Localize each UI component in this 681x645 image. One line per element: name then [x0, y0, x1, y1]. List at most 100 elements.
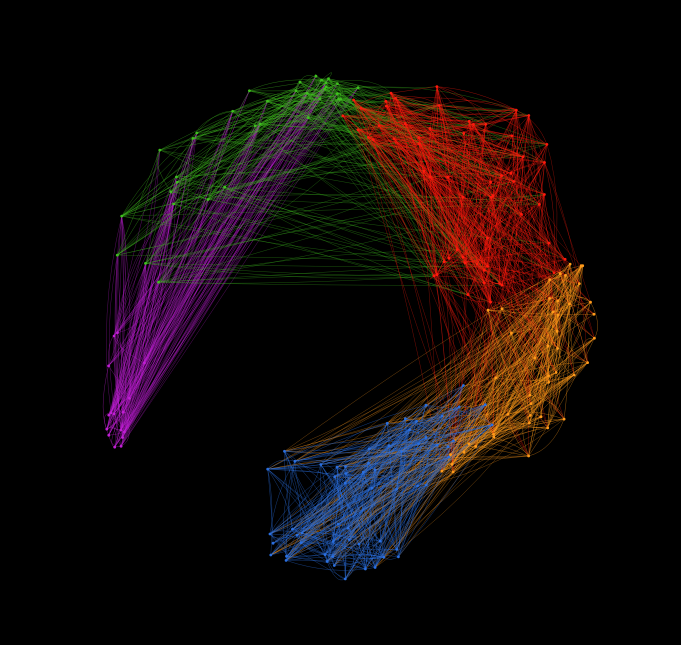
orange-edge	[529, 338, 595, 424]
orange-node	[527, 454, 530, 458]
red-orange-bridge-edge	[468, 121, 548, 428]
red-edge	[501, 171, 517, 182]
purple-node	[107, 413, 111, 417]
red-edge	[462, 162, 545, 198]
red-edge	[473, 124, 547, 145]
blue-edge	[320, 423, 388, 465]
red-orange-bridge-edge	[493, 194, 545, 435]
blue-edge	[337, 405, 427, 525]
purple-green-bridge-edge	[120, 125, 256, 431]
purple-green-bridge-edge	[114, 88, 325, 448]
red-edge	[492, 109, 517, 196]
red-edge	[436, 86, 548, 145]
red-edge	[521, 162, 545, 215]
blue-edge	[347, 472, 364, 529]
blue-edge	[365, 437, 427, 570]
green-node	[298, 80, 302, 84]
purple-green-bridge-edge	[123, 263, 147, 413]
blue-node	[395, 487, 399, 491]
blue-edge	[332, 483, 346, 557]
orange-edge	[507, 337, 595, 415]
purple-node	[107, 433, 111, 437]
blue-edge	[333, 385, 464, 542]
red-edge	[436, 86, 445, 262]
purple-green-bridge-edge	[120, 87, 359, 431]
blue-edge	[374, 456, 449, 568]
purple-green-bridge-edge	[108, 182, 178, 416]
blue-node	[382, 555, 386, 559]
purple-node	[112, 412, 116, 416]
orange-node	[558, 272, 562, 276]
orange-edge	[451, 427, 548, 465]
green-edge	[170, 117, 309, 193]
blue-edge	[345, 385, 464, 474]
green-edge	[232, 87, 359, 112]
blue-node	[462, 384, 465, 387]
red-edge	[429, 128, 485, 271]
green-edge	[117, 123, 261, 256]
red-orange-bridge-edge	[386, 105, 571, 265]
blue-edge	[371, 423, 388, 489]
green-edge	[196, 98, 320, 134]
green-node	[120, 214, 124, 218]
blue-node	[344, 465, 347, 468]
orange-blue-bridge-edge	[374, 446, 476, 568]
green-red-bridge-edge	[117, 171, 424, 256]
red-node	[543, 161, 546, 164]
red-node	[489, 180, 492, 184]
blue-edge	[273, 527, 349, 544]
red-edge	[360, 108, 524, 158]
green-edge	[121, 111, 233, 217]
blue-edge	[267, 469, 273, 556]
green-red-bridge-edge	[117, 115, 343, 256]
purple-green-bridge-edge	[123, 93, 338, 413]
green-edge	[224, 117, 309, 188]
red-orange-bridge-edge	[487, 238, 531, 396]
red-orange-bridge-edge	[501, 110, 517, 309]
orange-node	[462, 450, 466, 454]
green-node	[231, 109, 235, 113]
red-edge	[469, 109, 517, 122]
blue-node	[424, 436, 428, 439]
purple-green-bridge-edge	[113, 199, 209, 414]
blue-node	[416, 484, 419, 488]
purple-node	[119, 444, 123, 448]
green-edge	[170, 88, 325, 192]
red-orange-bridge-edge	[373, 139, 454, 473]
purple-green-bridge-edge	[124, 203, 174, 433]
purple-green-bridge-edge	[108, 216, 126, 436]
blue-node	[370, 486, 374, 490]
red-edge	[467, 156, 524, 295]
red-node	[547, 241, 551, 245]
blue-edge	[324, 541, 334, 562]
green-edge	[321, 72, 332, 81]
red-edge	[516, 109, 548, 145]
green-node	[175, 180, 179, 184]
blue-node	[361, 470, 365, 474]
orange-edge	[507, 279, 550, 415]
blue-edge	[425, 405, 454, 441]
green-red-bridge-edge	[337, 86, 392, 94]
red-node	[417, 136, 421, 140]
orange-edge	[493, 377, 499, 435]
red-edge	[467, 270, 485, 295]
green-red-bridge-edge	[158, 194, 545, 283]
orange-edge	[528, 338, 595, 457]
purple-green-bridge-edge	[144, 78, 329, 364]
purple-green-bridge-edge	[117, 282, 159, 334]
blue-node	[335, 465, 339, 469]
green-node	[294, 89, 298, 93]
purple-green-bridge-edge	[114, 216, 124, 448]
red-orange-bridge-edge	[495, 272, 555, 379]
orange-edge	[452, 377, 496, 473]
red-edge	[385, 97, 517, 111]
orange-node	[474, 445, 478, 448]
blue-node	[400, 450, 404, 453]
red-node	[462, 132, 466, 135]
red-node	[475, 263, 479, 266]
orange-node	[562, 417, 566, 421]
green-red-bridge-edge	[196, 132, 502, 176]
red-orange-bridge-edge	[521, 214, 575, 376]
red-node	[545, 143, 549, 146]
